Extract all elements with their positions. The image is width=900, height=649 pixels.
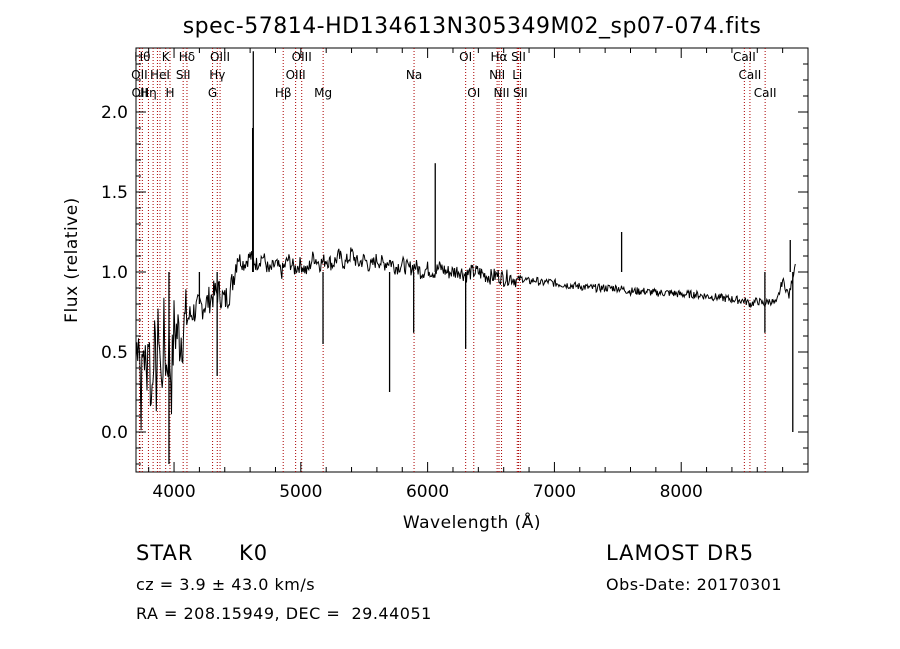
- x-axis-label: Wavelength (Å): [403, 511, 541, 533]
- line-label: OIII: [292, 50, 312, 64]
- object-class: STAR: [136, 541, 194, 565]
- y-tick-label: 1.5: [101, 183, 128, 203]
- survey-name: LAMOST DR5: [606, 541, 755, 565]
- line-label: OIII: [286, 68, 306, 82]
- y-tick-label: 0.0: [101, 423, 128, 443]
- axis-tick-labels: 4000 5000 6000 7000 8000 0.0 0.5 1.0 1.5 2.0: [101, 103, 703, 502]
- line-label: Hα: [491, 50, 508, 64]
- line-label: Na: [406, 68, 422, 82]
- x-tick-label: 7000: [533, 482, 576, 502]
- object-subclass: K0: [239, 541, 269, 565]
- line-label: Hδ: [179, 50, 195, 64]
- line-label: OII: [132, 86, 149, 100]
- plot-frame: [135, 47, 809, 473]
- x-tick-label: 6000: [406, 482, 449, 502]
- line-label: HeI: [150, 68, 170, 82]
- line-label: NII: [494, 86, 510, 100]
- line-label: SII: [176, 68, 191, 82]
- line-label: OII: [131, 68, 148, 82]
- spectrum-spikes: [168, 51, 794, 464]
- spectral-line-markers: [138, 48, 766, 472]
- line-label: OIII: [210, 50, 230, 64]
- x-tick-label: 5000: [279, 482, 322, 502]
- line-label: CaII: [739, 68, 762, 82]
- line-label: H: [165, 86, 174, 100]
- line-label: OI: [467, 86, 480, 100]
- line-label: Hβ: [275, 86, 292, 100]
- y-tick-label: 1.0: [101, 263, 128, 283]
- line-label: Hθ: [134, 50, 150, 64]
- x-tick-label: 4000: [152, 482, 195, 502]
- axis-ticks: [136, 48, 808, 472]
- line-label: K: [162, 50, 171, 64]
- line-label: G: [208, 86, 217, 100]
- y-tick-label: 2.0: [101, 103, 128, 123]
- chart-title: spec-57814-HD134613N305349M02_sp07-074.f…: [183, 14, 762, 39]
- line-label: NII: [489, 68, 505, 82]
- y-axis-label: Flux (relative): [62, 197, 82, 323]
- line-label: CaII: [733, 50, 756, 64]
- line-label: OI: [459, 50, 472, 64]
- line-label: Hη: [140, 86, 157, 100]
- x-tick-label: 8000: [660, 482, 703, 502]
- line-label: CaII: [754, 86, 777, 100]
- coordinates: RA = 208.15949, DEC = 29.44051: [136, 604, 432, 623]
- line-label: SII: [511, 50, 526, 64]
- line-label: Hγ: [209, 68, 225, 82]
- spectral-line-labels: OIIOIIHθHηHeIKHSIIHδGHγOIIIHβOIIIOIIIMgN…: [131, 50, 776, 100]
- line-label: Mg: [314, 86, 332, 100]
- line-label: Li: [512, 68, 522, 82]
- redshift-velocity: cz = 3.9 ± 43.0 km/s: [136, 575, 316, 594]
- line-label: SII: [513, 86, 528, 100]
- spectrum-line: [135, 247, 796, 431]
- observation-date: Obs-Date: 20170301: [606, 575, 783, 594]
- y-tick-label: 0.5: [101, 343, 128, 363]
